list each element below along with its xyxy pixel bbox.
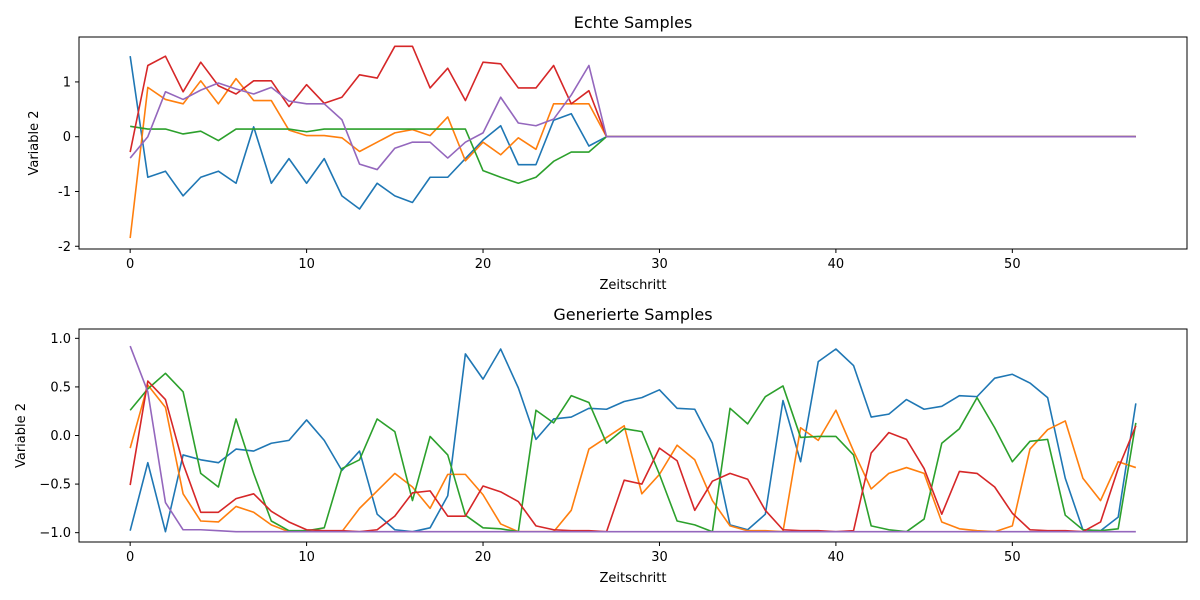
x-tick-label: 30 [651, 257, 668, 272]
x-tick-label: 50 [1004, 550, 1021, 565]
y-tick-label: -2 [58, 240, 71, 255]
chart-1: 0 10 20 30 40 50 -2 -1 0 1 Echte Samples Zeitschrit… [27, 13, 1188, 293]
x-tick-label: 10 [298, 550, 315, 565]
series-line-5 [129, 64, 1136, 171]
y-tick-label: 0 [63, 130, 71, 145]
series-line-3 [129, 372, 1137, 533]
y-axis-label: Variable 2 [14, 403, 29, 468]
y-tick-label: 1 [63, 75, 71, 90]
x-axis-label: Zeitschritt [600, 278, 667, 293]
y-tick-label: −0.5 [39, 478, 71, 493]
x-tick-label: 50 [1004, 257, 1021, 272]
series-line-1 [129, 56, 1136, 210]
x-tick-label: 0 [126, 257, 134, 272]
x-axis-label: Zeitschritt [600, 571, 667, 586]
y-tick-label: −1.0 [39, 526, 71, 541]
y-axis-label: Variable 2 [27, 110, 42, 175]
series-line-2 [129, 77, 1136, 239]
y-tick-label: 0.5 [50, 380, 71, 395]
plot-frame [78, 36, 1188, 250]
series-line-4 [129, 380, 1137, 533]
x-tick-label: 40 [828, 550, 845, 565]
chart-title: Echte Samples [574, 13, 693, 32]
x-tick-label: 0 [126, 550, 134, 565]
x-tick-label: 30 [651, 550, 668, 565]
series-line-3 [130, 125, 1136, 185]
series-line-1 [129, 348, 1137, 533]
x-tick-label: 10 [298, 257, 315, 272]
x-tick-label: 20 [475, 550, 492, 565]
series-line-5 [129, 345, 1136, 533]
series-line-2 [129, 384, 1137, 533]
x-tick-label: 40 [828, 257, 845, 272]
y-tick-label: 1.0 [50, 332, 71, 347]
y-tick-label: 0.0 [50, 429, 71, 444]
y-tick-label: -1 [58, 185, 71, 200]
chart-title: Generierte Samples [553, 305, 712, 324]
x-tick-label: 20 [475, 257, 492, 272]
chart-2: 0 10 20 30 40 50 −1.0 −0.5 0.0 0.5 1.0 Generierte S… [14, 305, 1188, 586]
